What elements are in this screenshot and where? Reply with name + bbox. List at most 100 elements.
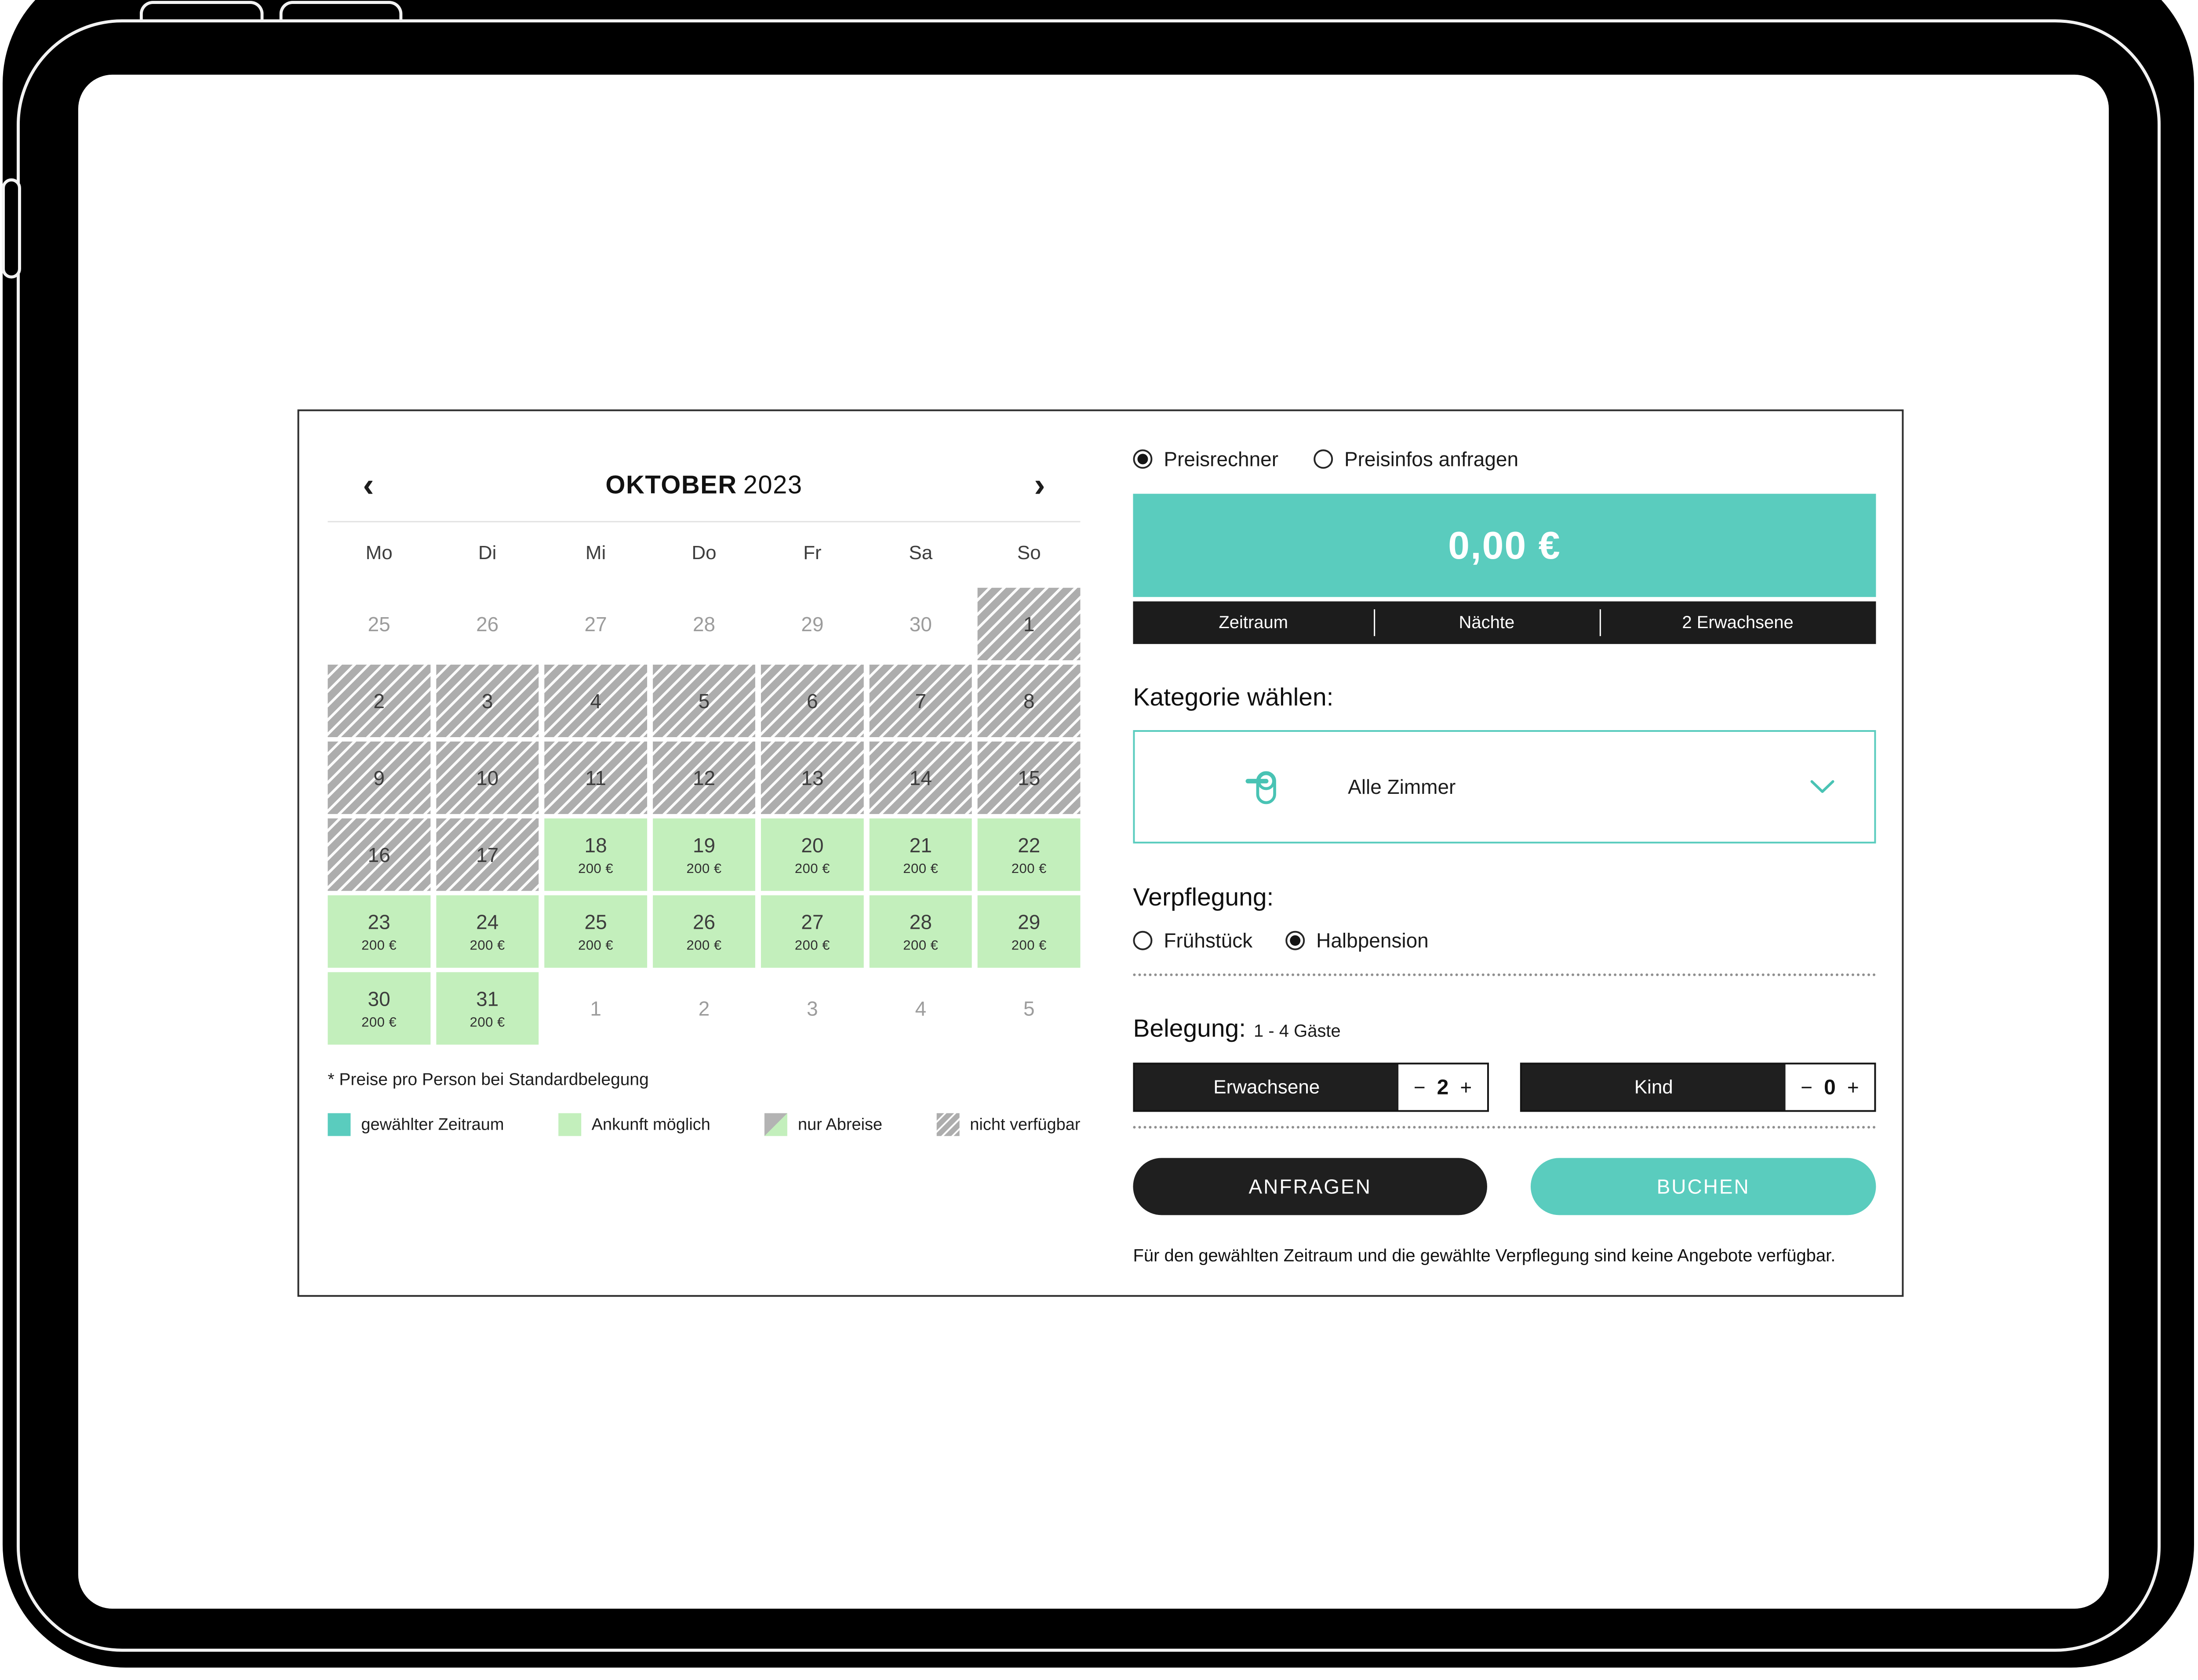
booking-widget: ‹ OKTOBER 2023 › Mo Di Mi Do Fr Sa So 25 26 27 28 2… <box>297 409 1904 1297</box>
day-number: 9 <box>373 766 385 789</box>
tablet-edge-highlight <box>16 19 2161 1652</box>
tablet-side-button <box>1 178 21 279</box>
calendar-title: OKTOBER 2023 <box>605 470 802 499</box>
total-price-display: 0,00 € <box>1133 494 1876 597</box>
calendar-day-cell[interactable]: 24 200 € <box>436 895 539 968</box>
radio-option-fr-hst-ck[interactable]: Frühstück <box>1133 929 1252 953</box>
availability-note: Für den gewählten Zeitraum und die gewäh… <box>1133 1246 1836 1265</box>
chevron-down-icon <box>1810 779 1835 794</box>
weekday-label-fr: Fr <box>803 542 822 564</box>
stepper-decrement-button[interactable]: − <box>1413 1076 1426 1099</box>
tablet-volume-button-1 <box>139 0 264 19</box>
stepper-increment-button[interactable]: + <box>1847 1076 1859 1099</box>
day-number: 4 <box>915 997 927 1020</box>
calendar-grid: 25 26 27 28 29 30 1 2 3 4 5 6 7 8 9 10 11 12 13 14 15 16 17 18 2… <box>328 588 1081 1045</box>
occupancy-label: Belegung: <box>1133 1014 1246 1043</box>
board-radio-group: Frühstück Halbpension <box>1133 929 1429 953</box>
legend-label: gewählter Zeitraum <box>361 1115 504 1134</box>
day-price: 200 € <box>794 937 830 953</box>
calendar-day-cell[interactable]: 23 200 € <box>328 895 430 968</box>
radio-option-halbpension[interactable]: Halbpension <box>1285 929 1429 953</box>
day-number: 14 <box>909 766 932 789</box>
calendar-day-cell[interactable]: 22 200 € <box>978 818 1081 891</box>
radio-fr-hst-ck[interactable] <box>1133 931 1153 950</box>
calendar-day-cell: 17 <box>436 818 539 891</box>
calendar-day-cell[interactable]: 19 200 € <box>652 818 756 891</box>
category-dropdown[interactable]: Alle Zimmer <box>1133 730 1876 844</box>
category-selected-value: Alle Zimmer <box>1348 775 1456 798</box>
calendar-day-cell[interactable]: 28 200 € <box>869 895 972 968</box>
day-number: 20 <box>801 833 824 857</box>
stepper-label: Kind <box>1634 1076 1673 1098</box>
calendar-day-cell[interactable]: 29 200 € <box>978 895 1081 968</box>
calendar-day-cell: 3 <box>436 665 539 737</box>
day-number: 30 <box>368 987 390 1011</box>
day-number: 26 <box>692 910 716 934</box>
day-number: 28 <box>909 910 932 934</box>
radio-option-preisinfos-anfragen[interactable]: Preisinfos anfragen <box>1313 447 1519 471</box>
day-number: 30 <box>909 612 932 636</box>
stepper-increment-button[interactable]: + <box>1460 1076 1472 1099</box>
next-month-icon[interactable]: › <box>1034 465 1045 503</box>
prev-month-icon[interactable]: ‹ <box>363 465 374 503</box>
day-number: 29 <box>1018 910 1041 934</box>
calendar-day-cell[interactable]: 18 200 € <box>544 818 647 891</box>
mode-radio-group: Preisrechner Preisinfos anfragen <box>1133 447 1518 471</box>
day-number: 4 <box>590 689 601 713</box>
stepper-value: 2 <box>1437 1076 1449 1099</box>
book-button[interactable]: BUCHEN <box>1530 1158 1876 1215</box>
weekday-label-do: Do <box>691 542 717 564</box>
door-handle-icon <box>1245 766 1286 807</box>
calendar-day-cell: 13 <box>761 741 864 814</box>
calendar-day-cell[interactable]: 21 200 € <box>869 818 972 891</box>
day-price: 200 € <box>794 860 830 876</box>
calendar-legend: gewählter Zeitraum Ankunft möglich nur Abr… <box>328 1113 1081 1136</box>
calendar-day-cell: 14 <box>869 741 972 814</box>
category-heading: Kategorie wählen: <box>1133 683 1334 712</box>
legend-item-ankunft-m-glich: Ankunft möglich <box>558 1113 710 1136</box>
calendar-day-cell[interactable]: 31 200 € <box>436 972 539 1045</box>
day-number: 26 <box>476 612 499 636</box>
stepper-decrement-button[interactable]: − <box>1801 1076 1813 1099</box>
calendar-day-cell[interactable]: 26 200 € <box>652 895 756 968</box>
calendar-day-cell[interactable]: 25 200 € <box>544 895 647 968</box>
radio-preisinfos-anfragen[interactable] <box>1313 449 1333 469</box>
day-price: 200 € <box>469 1014 505 1030</box>
request-button[interactable]: ANFRAGEN <box>1133 1158 1487 1215</box>
calendar-day-cell: 30 <box>870 588 972 660</box>
legend-item-gew-hlter-zeitraum: gewählter Zeitraum <box>328 1113 504 1136</box>
day-number: 5 <box>1023 997 1035 1020</box>
occupancy-range: 1 - 4 Gäste <box>1254 1021 1341 1041</box>
day-number: 8 <box>1023 689 1035 713</box>
day-number: 11 <box>585 766 606 789</box>
calendar-day-cell: 28 <box>653 588 755 660</box>
radio-preisrechner-checked[interactable] <box>1133 449 1153 469</box>
day-price: 200 € <box>578 860 614 876</box>
occupancy-steppers: Erwachsene −2 + Kind −0 + <box>1133 1062 1876 1112</box>
calendar-day-cell[interactable]: 20 200 € <box>761 818 864 891</box>
day-number: 18 <box>584 833 607 857</box>
radio-label: Preisinfos anfragen <box>1344 447 1519 471</box>
day-number: 25 <box>584 910 607 934</box>
stepper-counter: −2 + <box>1398 1064 1487 1110</box>
day-number: 3 <box>481 689 493 713</box>
radio-option-preisrechner[interactable]: Preisrechner <box>1133 447 1278 471</box>
day-number: 1 <box>590 997 601 1020</box>
stepper-erwachsene: Erwachsene −2 + <box>1133 1062 1489 1112</box>
calendar-day-cell: 1 <box>544 972 647 1045</box>
day-number: 10 <box>476 766 499 789</box>
radio-halbpension-checked[interactable] <box>1285 931 1305 950</box>
day-number: 17 <box>476 843 499 866</box>
day-price: 200 € <box>469 937 505 953</box>
legend-swatch-selected <box>328 1113 351 1136</box>
calendar-day-cell[interactable]: 30 200 € <box>328 972 430 1045</box>
day-number: 6 <box>807 689 818 713</box>
calendar-day-cell[interactable]: 27 200 € <box>761 895 864 968</box>
board-heading: Verpflegung: <box>1133 883 1274 911</box>
calendar-day-cell: 26 <box>436 588 539 660</box>
legend-label: nicht verfügbar <box>970 1115 1081 1134</box>
calendar-day-cell: 25 <box>328 588 430 660</box>
day-price: 200 € <box>903 937 939 953</box>
radio-label: Halbpension <box>1316 929 1429 952</box>
